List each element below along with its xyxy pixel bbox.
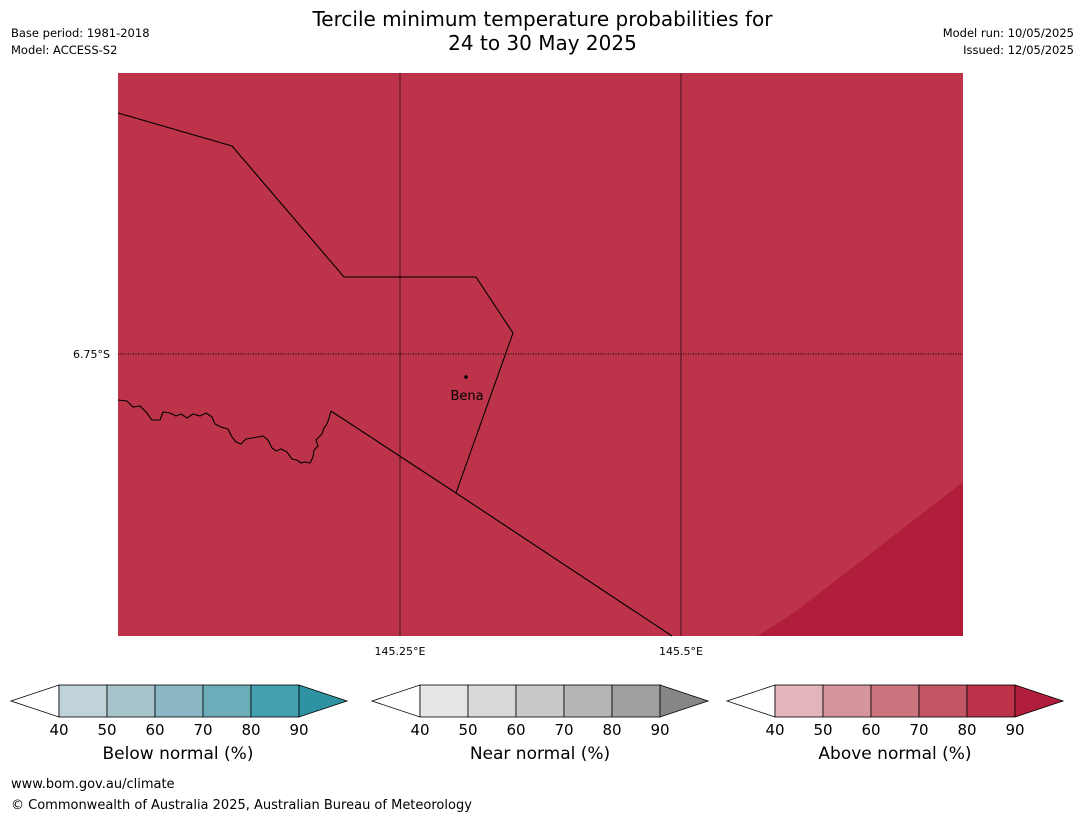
colorbar-tick-label: 50 [458, 721, 477, 739]
colorbar-tick-label: 70 [193, 721, 212, 739]
colorbar-near-normal: 40 50 60 70 80 90 [370, 684, 710, 739]
colorbar-tick-label: 80 [241, 721, 260, 739]
colorbar-tick-label: 70 [554, 721, 573, 739]
colorbar-segment [966, 684, 1016, 718]
footer-copyright: © Commonwealth of Australia 2025, Austra… [11, 798, 472, 813]
footer: www.bom.gov.au/climate © Commonwealth of… [11, 774, 472, 816]
colorbar-above-normal: 40 50 60 70 80 90 [725, 684, 1065, 739]
colorbar-label-near-normal: Near normal (%) [469, 744, 611, 764]
latitude-label: 6.75°S [73, 348, 110, 361]
colorbar-tick-label: 90 [1005, 721, 1024, 739]
page-title: Tercile minimum temperature probabilitie… [0, 7, 1085, 55]
colorbar-high-extend [659, 684, 710, 718]
meta-left: Base period: 1981-2018 Model: ACCESS-S2 [11, 25, 150, 59]
colorbar-tick-label: 50 [813, 721, 832, 739]
issued-date: Issued: 12/05/2025 [963, 43, 1074, 57]
colorbar-segment [58, 684, 108, 718]
colorbar-tick-label: 70 [909, 721, 928, 739]
colorbar-label-below-normal: Below normal (%) [102, 744, 254, 764]
colorbar-tick-label: 90 [289, 721, 308, 739]
longitude-label-145-25: 145.25°E [375, 645, 426, 658]
colorbar-segment [515, 684, 565, 718]
colorbar-segment [106, 684, 156, 718]
river-boundary [117, 399, 332, 464]
colorbar-low-extend [370, 684, 421, 718]
colorbar-low-extend [725, 684, 776, 718]
colorbar-segment [202, 684, 252, 718]
province-border-south [330, 410, 673, 637]
province-border-north [117, 112, 514, 494]
colorbar-segment [419, 684, 469, 718]
colorbar-tick-label: 60 [506, 721, 525, 739]
colorbar-tick-label: 40 [765, 721, 784, 739]
colorbar-segment [154, 684, 204, 718]
colorbar-tick-label: 40 [49, 721, 68, 739]
place-label-bena: Bena [450, 389, 483, 404]
colorbar-high-extend [298, 684, 349, 718]
colorbar-low-extend [9, 684, 60, 718]
model-name: Model: ACCESS-S2 [11, 43, 118, 57]
bena-marker[interactable] [464, 375, 468, 379]
map-region-above-90 [757, 482, 963, 636]
colorbar-segment [611, 684, 661, 718]
title-line-1: Tercile minimum temperature probabilitie… [312, 7, 773, 31]
colorbar-tick-label: 50 [97, 721, 116, 739]
colorbar-segment [250, 684, 300, 718]
model-run: Model run: 10/05/2025 [942, 26, 1074, 40]
colorbar-tick-label: 60 [861, 721, 880, 739]
colorbar-segment [918, 684, 968, 718]
colorbar-segment [774, 684, 824, 718]
colorbar-segment [467, 684, 517, 718]
colorbar-tick-label: 60 [145, 721, 164, 739]
colorbar-tick-label: 80 [602, 721, 621, 739]
colorbar-below-normal: 40 50 60 70 80 90 [9, 684, 349, 739]
colorbar-label-above-normal: Above normal (%) [818, 744, 972, 764]
colorbar-segment [822, 684, 872, 718]
colorbar-tick-label: 80 [957, 721, 976, 739]
longitude-label-145-5: 145.5°E [659, 645, 703, 658]
colorbar-segment [870, 684, 920, 718]
colorbar-tick-label: 90 [650, 721, 669, 739]
meta-right: Model run: 10/05/2025 Issued: 12/05/2025 [943, 25, 1074, 59]
footer-url[interactable]: www.bom.gov.au/climate [11, 777, 175, 792]
colorbar-segment [563, 684, 613, 718]
colorbar-tick-label: 40 [410, 721, 429, 739]
base-period: Base period: 1981-2018 [11, 26, 150, 40]
colorbar-high-extend [1014, 684, 1065, 718]
title-line-2: 24 to 30 May 2025 [448, 31, 637, 55]
map[interactable]: Bena 6.75°S 145.25°E 145.5°E [0, 0, 1085, 670]
